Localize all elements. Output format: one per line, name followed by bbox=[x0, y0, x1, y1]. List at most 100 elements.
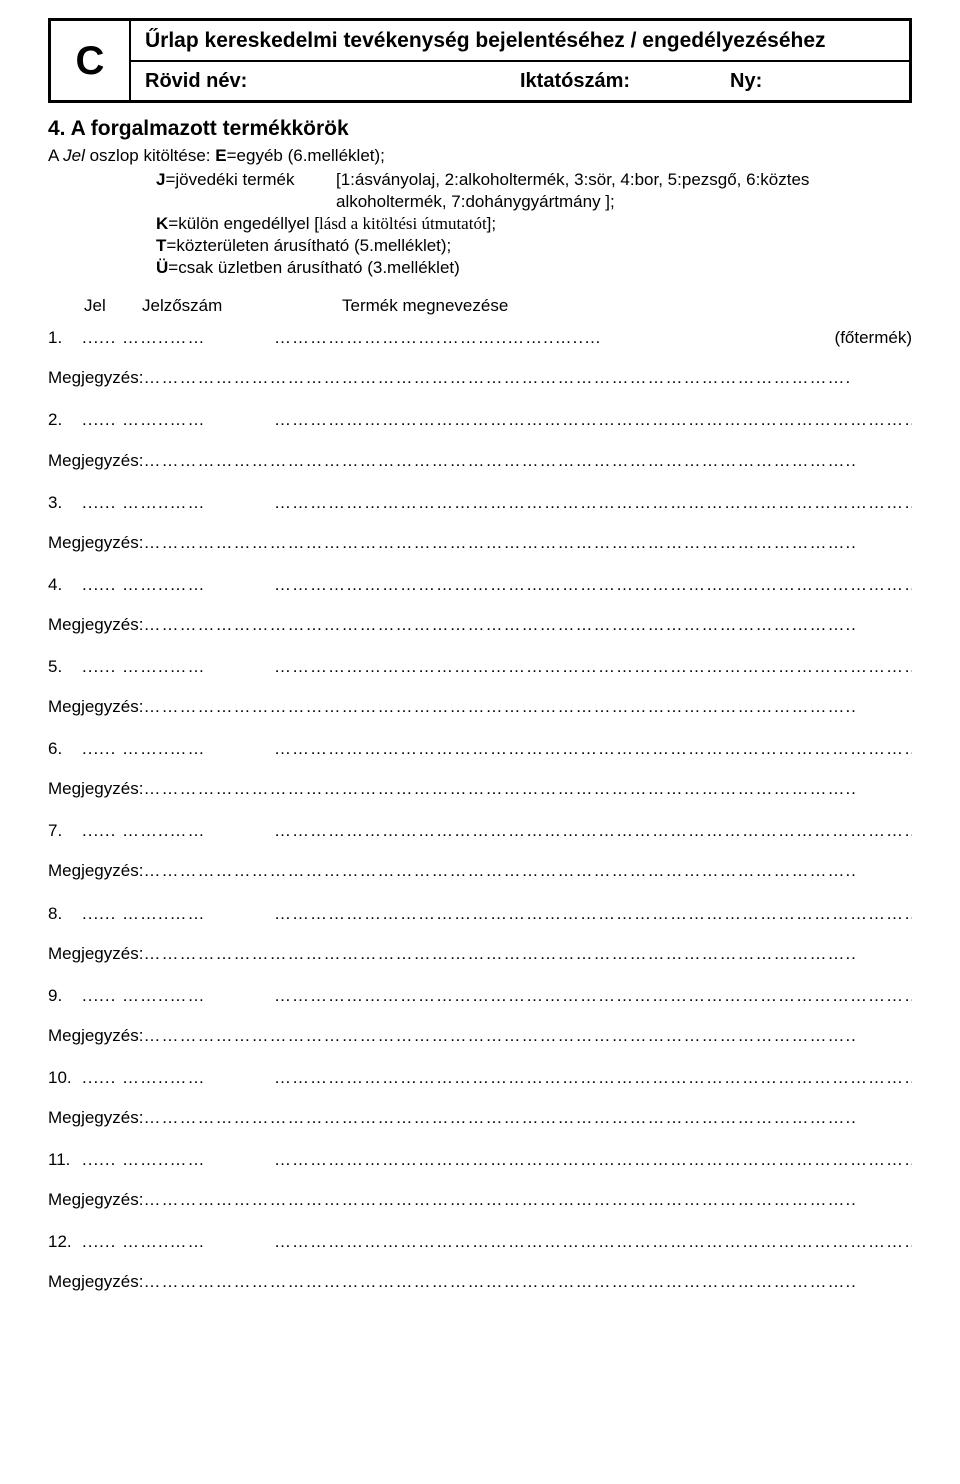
main-product-suffix: (főtermék) bbox=[835, 327, 912, 349]
def-k-b: K bbox=[156, 214, 168, 233]
note-line: Megjegyzés:……………………………………………………………………………… bbox=[48, 943, 912, 965]
ref-number-label: Iktatószám: bbox=[520, 68, 730, 94]
note-label: Megjegyzés: bbox=[48, 532, 143, 554]
note-line: Megjegyzés:……………………………………………………………………………… bbox=[48, 1189, 912, 1211]
row-code-dots: ……..…… bbox=[122, 492, 274, 514]
note-label: Megjegyzés: bbox=[48, 1271, 143, 1293]
row-number: 9. bbox=[48, 985, 82, 1007]
note-label: Megjegyzés: bbox=[48, 1025, 143, 1047]
definitions: J=jövedéki termék [1:ásványolaj, 2:alkoh… bbox=[156, 169, 912, 279]
note-line: Megjegyzés:……………………………………………………………………………… bbox=[48, 367, 912, 389]
def-j-t: =jövedéki termék bbox=[165, 170, 294, 189]
section-title: 4. A forgalmazott termékkörök bbox=[48, 115, 912, 142]
def-k: K=külön engedéllyel [lásd a kitöltési út… bbox=[156, 213, 912, 235]
intro-rest: oszlop kitöltése: bbox=[85, 146, 215, 165]
intro-line: A Jel oszlop kitöltése: E=egyéb (6.mellé… bbox=[48, 145, 912, 167]
table-row: 2.......……..…………………………………………………………………………… bbox=[48, 409, 912, 431]
note-label: Megjegyzés: bbox=[48, 943, 143, 965]
def-j-val: [1:ásványolaj, 2:alkoholtermék, 3:sör, 4… bbox=[336, 169, 912, 213]
row-code-dots: ……..…… bbox=[122, 985, 274, 1007]
intro-e-text: =egyéb (6.melléklet); bbox=[227, 146, 385, 165]
row-jel-dots: ...... bbox=[82, 656, 122, 678]
intro-prefix: A bbox=[48, 146, 63, 165]
form-header-right: Űrlap kereskedelmi tevékenység bejelenté… bbox=[131, 21, 909, 100]
row-name-dots: ………………………………………………………………………………………………….. bbox=[274, 1067, 912, 1089]
note-dots: ……………………………………………………………………………………………………….… bbox=[143, 778, 912, 800]
note-dots: ……………………………………………………………………………………………………….… bbox=[143, 1025, 912, 1047]
row-code-dots: ……..…… bbox=[122, 1067, 274, 1089]
row-jel-dots: ...... bbox=[82, 738, 122, 760]
row-code-dots: ……..…… bbox=[122, 1231, 274, 1253]
table-row: 5.......……..…………………………………………………………………………… bbox=[48, 656, 912, 678]
note-dots: ……………………………………………………………………………………………………….… bbox=[143, 696, 912, 718]
note-dots: ……………………………………………………………………………………………………….… bbox=[143, 1271, 912, 1293]
row-number: 4. bbox=[48, 574, 82, 596]
note-line: Megjegyzés:……………………………………………………………………………… bbox=[48, 1271, 912, 1293]
note-label: Megjegyzés: bbox=[48, 450, 143, 472]
def-u: Ü=csak üzletben árusítható (3.melléklet) bbox=[156, 257, 912, 279]
row-name-dots: ………………………………………………………………………………………………….. bbox=[274, 738, 912, 760]
row-name-dots: ………………………………………………………………………………………………….. bbox=[274, 1149, 912, 1171]
note-dots: ……………………………………………………………………………………………………….… bbox=[143, 1189, 912, 1211]
row-name-dots: ………………………………………………………………………………………………….. bbox=[274, 985, 912, 1007]
note-dots: ……………………………………………………………………………………………………….… bbox=[143, 1107, 912, 1129]
note-label: Megjegyzés: bbox=[48, 696, 143, 718]
table-row: 1.......……..…………………………….………..……..…..…(fő… bbox=[48, 327, 912, 349]
note-label: Megjegyzés: bbox=[48, 1189, 143, 1211]
def-j-key: J=jövedéki termék bbox=[156, 169, 336, 213]
row-name-dots: ……………………….………..……..…..… bbox=[274, 327, 835, 349]
table-row: 6.......……..…………………………………………………………………………… bbox=[48, 738, 912, 760]
row-number: 3. bbox=[48, 492, 82, 514]
row-number: 1. bbox=[48, 327, 82, 349]
note-label: Megjegyzés: bbox=[48, 860, 143, 882]
row-number: 11. bbox=[48, 1149, 82, 1171]
row-code-dots: ……..…… bbox=[122, 574, 274, 596]
row-jel-dots: ...... bbox=[82, 1067, 122, 1089]
def-k-end: ]; bbox=[487, 214, 496, 233]
row-number: 12. bbox=[48, 1231, 82, 1253]
def-t-t: =közterületen árusítható (5.melléklet); bbox=[166, 236, 451, 255]
table-row: 4.......……..…………………………………………………………………………… bbox=[48, 574, 912, 596]
note-dots: ……………………………………………………………………………………………………….… bbox=[143, 532, 912, 554]
note-line: Megjegyzés:……………………………………………………………………………… bbox=[48, 778, 912, 800]
note-line: Megjegyzés:……………………………………………………………………………… bbox=[48, 1107, 912, 1129]
row-code-dots: ……..…… bbox=[122, 820, 274, 842]
short-name-label: Rövid név: bbox=[145, 68, 520, 94]
row-number: 10. bbox=[48, 1067, 82, 1089]
row-name-dots: ………………………………………………………………………………………………….. bbox=[274, 820, 912, 842]
row-name-dots: ………………………………………………………………………………………………….. bbox=[274, 1231, 912, 1253]
form-subheader: Rövid név: Iktatószám: Ny: bbox=[131, 62, 909, 100]
row-name-dots: ………………………………………………………………………………………………….. bbox=[274, 409, 912, 431]
row-name-dots: ………………………………………………………………………………………………….. bbox=[274, 492, 912, 514]
row-jel-dots: ...... bbox=[82, 820, 122, 842]
col-jel: Jel bbox=[84, 295, 142, 317]
row-jel-dots: ...... bbox=[82, 985, 122, 1007]
note-line: Megjegyzés:……………………………………………………………………………… bbox=[48, 532, 912, 554]
note-label: Megjegyzés: bbox=[48, 367, 143, 389]
def-t: T=közterületen árusítható (5.melléklet); bbox=[156, 235, 912, 257]
row-number: 2. bbox=[48, 409, 82, 431]
rows-container: 1.......……..…………………………….………..……..…..…(fő… bbox=[48, 327, 912, 1293]
table-row: 11.......……..………………………………………………………………………… bbox=[48, 1149, 912, 1171]
def-t-b: T bbox=[156, 236, 166, 255]
table-row: 7.......……..…………………………………………………………………………… bbox=[48, 820, 912, 842]
table-row: 9.......……..…………………………………………………………………………… bbox=[48, 985, 912, 1007]
intro-jel: Jel bbox=[63, 146, 85, 165]
note-line: Megjegyzés:……………………………………………………………………………… bbox=[48, 860, 912, 882]
table-row: 8.......……..…………………………………………………………………………… bbox=[48, 903, 912, 925]
note-line: Megjegyzés:……………………………………………………………………………… bbox=[48, 1025, 912, 1047]
row-number: 6. bbox=[48, 738, 82, 760]
row-number: 8. bbox=[48, 903, 82, 925]
note-line: Megjegyzés:……………………………………………………………………………… bbox=[48, 614, 912, 636]
row-code-dots: ……..…… bbox=[122, 903, 274, 925]
row-jel-dots: ...... bbox=[82, 1231, 122, 1253]
note-dots: ……………………………………………………………………………………………………….… bbox=[143, 860, 912, 882]
note-dots: ………………………………………………………………………………………………………. bbox=[143, 367, 912, 389]
note-line: Megjegyzés:……………………………………………………………………………… bbox=[48, 696, 912, 718]
intro-e: E bbox=[215, 146, 226, 165]
row-code-dots: ……..…… bbox=[122, 327, 274, 349]
row-number: 5. bbox=[48, 656, 82, 678]
row-code-dots: ……..…… bbox=[122, 1149, 274, 1171]
def-j: J=jövedéki termék [1:ásványolaj, 2:alkoh… bbox=[156, 169, 912, 213]
form-letter: C bbox=[51, 21, 131, 100]
